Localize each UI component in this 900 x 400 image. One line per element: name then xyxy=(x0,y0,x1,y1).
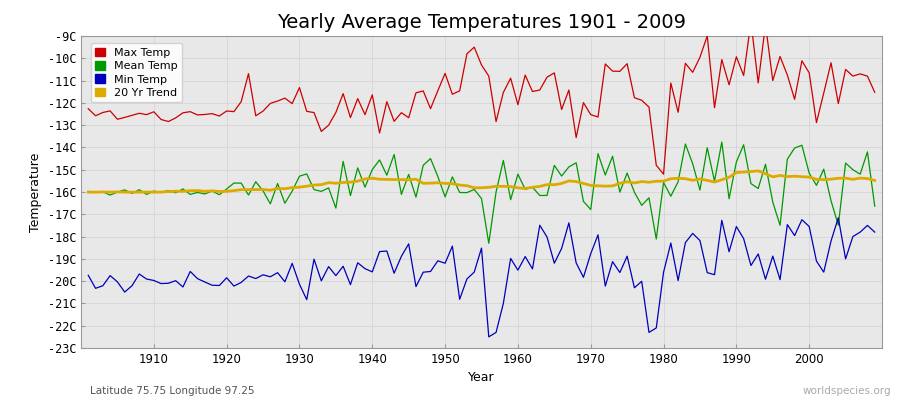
Text: Latitude 75.75 Longitude 97.25: Latitude 75.75 Longitude 97.25 xyxy=(90,386,255,396)
X-axis label: Year: Year xyxy=(468,372,495,384)
Legend: Max Temp, Mean Temp, Min Temp, 20 Yr Trend: Max Temp, Mean Temp, Min Temp, 20 Yr Tre… xyxy=(91,43,182,102)
Title: Yearly Average Temperatures 1901 - 2009: Yearly Average Temperatures 1901 - 2009 xyxy=(277,13,686,32)
Y-axis label: Temperature: Temperature xyxy=(29,152,42,232)
Text: worldspecies.org: worldspecies.org xyxy=(803,386,891,396)
